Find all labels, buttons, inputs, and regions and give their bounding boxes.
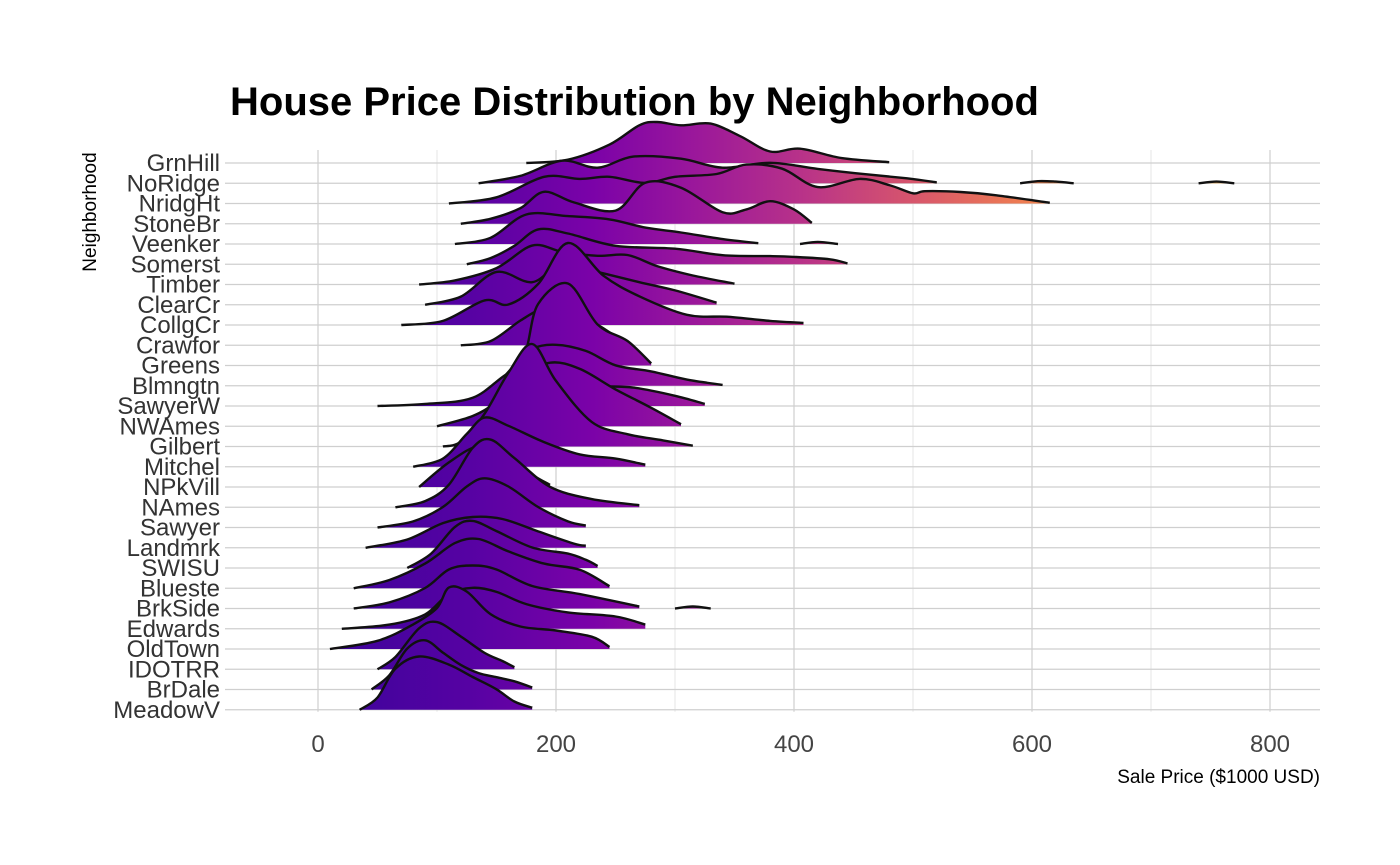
y-tick-label: OldTown: [127, 636, 220, 663]
ridge-line-NAmes: [395, 437, 640, 509]
y-axis-title: Neighborhood: [80, 152, 101, 271]
y-tick-label: Edwards: [127, 616, 220, 643]
ridge-line-IDOTRR: [376, 620, 515, 671]
ridge-line-Veenker: [454, 211, 759, 246]
x-tick-label: 200: [536, 731, 576, 758]
x-tick-label: 800: [1250, 731, 1290, 758]
y-tick-label: NoRidge: [127, 170, 220, 197]
y-tick-label: MeadowV: [113, 697, 220, 724]
y-tick-label: NPkVill: [143, 474, 220, 501]
ridge-line-NoRidge: [1019, 179, 1074, 185]
ridge-fill-GrnHill: [526, 121, 890, 163]
y-tick-label: Somerst: [131, 251, 221, 278]
x-tick-label: 0: [311, 731, 324, 758]
ridge-line-BrDale: [370, 639, 533, 691]
y-tick-label: BrkSide: [136, 596, 220, 623]
ridges: [329, 120, 1235, 711]
y-tick-label: Blmngtn: [132, 373, 220, 400]
x-tick-label: 600: [1012, 731, 1052, 758]
y-tick-labels: GrnHillNoRidgeNridgHtStoneBrVeenkerSomer…: [113, 150, 221, 724]
ridge-line-Veenker: [799, 240, 839, 246]
y-tick-label: Timber: [146, 272, 220, 299]
ridge-line-GrnHill: [526, 120, 890, 165]
y-tick-label: Mitchel: [144, 454, 220, 481]
x-tick-labels: 0 200 400 600 800: [311, 731, 1290, 758]
ridge-line-MeadowV: [358, 655, 533, 711]
ridge-line-BrkSide: [674, 605, 711, 610]
ridge-line-NoRidge: [478, 154, 937, 185]
y-tick-label: NridgHt: [139, 191, 221, 218]
ridge-fill-NoRidge: [478, 156, 937, 184]
ridge-fill-NAmes: [395, 439, 640, 508]
ridge-line-StoneBr: [460, 180, 813, 225]
ridge-line-Sawyer: [377, 477, 587, 529]
ridge-line-Landmrk: [365, 515, 586, 549]
y-tick-label: BrDale: [147, 677, 220, 704]
y-tick-label: SWISU: [141, 555, 220, 582]
ridge-line-BrkSide: [353, 564, 640, 610]
ridge-line-Edwards: [341, 586, 646, 630]
y-tick-label: SawyerW: [117, 393, 220, 420]
y-tick-label: Blueste: [140, 575, 220, 602]
ridge-line-NoRidge: [1198, 180, 1235, 185]
y-tick-label: IDOTRR: [128, 656, 220, 683]
y-tick-label: GrnHill: [147, 150, 220, 177]
ridge-fill-OldTown: [329, 586, 610, 649]
ridge-fill-Blueste: [353, 538, 610, 589]
ridge-line-OldTown: [329, 585, 611, 651]
y-tick-label: Landmrk: [127, 535, 221, 562]
ridge-fill-Gilbert: [442, 343, 693, 447]
chart-title: House Price Distribution by Neighborhood: [230, 80, 1039, 124]
y-tick-label: Crawfor: [136, 332, 220, 359]
y-tick-label: Greens: [141, 353, 220, 380]
y-tick-label: Gilbert: [149, 434, 220, 461]
ridge-fill-BrkSide: [353, 565, 640, 609]
ridge-line-CollgCr: [401, 241, 804, 327]
y-tick-label: Veenker: [132, 231, 220, 258]
ridge-fill-MeadowV: [359, 656, 533, 710]
x-axis-title: Sale Price ($1000 USD): [1117, 767, 1320, 788]
y-tick-label: ClearCr: [137, 292, 220, 319]
y-tick-label: Sawyer: [140, 515, 220, 542]
ridge-line-SWISU: [406, 519, 599, 570]
y-tick-label: StoneBr: [133, 211, 220, 238]
y-tick-label: NWAmes: [120, 413, 220, 440]
x-tick-label: 400: [774, 731, 814, 758]
ridge-fill-NridgHt: [448, 164, 1050, 204]
y-tick-label: CollgCr: [140, 312, 220, 339]
ridge-line-NWAmes: [436, 361, 682, 428]
ridge-line-NridgHt: [448, 163, 1050, 205]
ridge-line-Somerst: [466, 227, 848, 266]
ridge-line-Mitchel: [412, 416, 646, 468]
ridge-line-Blueste: [353, 537, 611, 590]
y-tick-label: NAmes: [141, 494, 220, 521]
